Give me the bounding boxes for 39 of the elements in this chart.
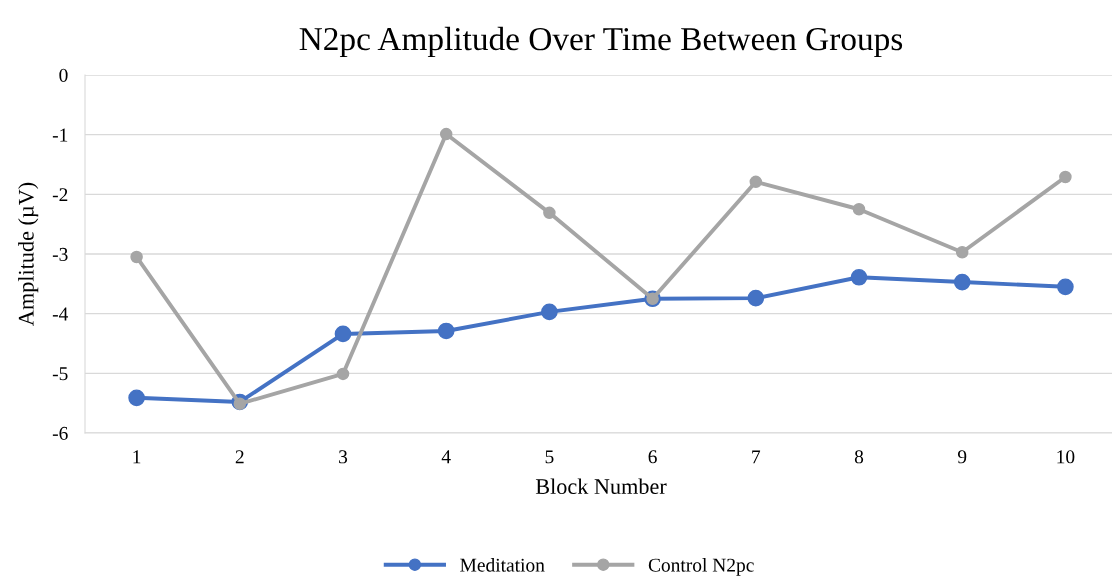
point: [747, 289, 765, 307]
point: [334, 325, 352, 343]
point: [852, 202, 866, 216]
point: [749, 175, 763, 189]
y-tick-label: -5: [52, 367, 68, 381]
y-tick-label: -3: [52, 247, 68, 261]
point: [1057, 278, 1074, 296]
y-axis-title: Amplitude (µV): [18, 182, 39, 326]
x-tick-label: 6: [648, 450, 657, 464]
x-tick-label: 2: [235, 450, 244, 464]
y-tick-label: -1: [52, 128, 68, 142]
x-tick-label: 1: [133, 450, 141, 464]
point: [541, 303, 558, 321]
x-tick-label: 9: [957, 450, 967, 464]
point: [955, 245, 969, 259]
y-tick-label: -4: [52, 307, 69, 321]
y-tick-label: -6: [52, 426, 68, 440]
chart-title: N2pc Amplitude Over Time Between Groups: [299, 26, 903, 58]
x-tick-label: 10: [1057, 450, 1075, 464]
point: [437, 322, 455, 340]
point: [953, 273, 971, 291]
y-tick-label: -2: [52, 188, 68, 202]
point: [543, 206, 556, 220]
x-tick-label: 3: [339, 450, 348, 464]
x-tick-label: 4: [441, 450, 451, 464]
point: [850, 268, 868, 286]
legend-label: Meditation: [460, 558, 545, 572]
point: [336, 367, 350, 381]
x-tick-label: 7: [752, 450, 761, 464]
point: [233, 397, 247, 411]
legend-label: Control N2pc: [648, 558, 754, 576]
x-tick-label: 5: [545, 450, 554, 464]
x-axis-title: Block Number: [535, 478, 667, 495]
y-tick-label: 0: [59, 68, 68, 82]
x-tick-label: 8: [854, 450, 864, 464]
point: [130, 250, 143, 264]
point: [1059, 170, 1072, 184]
point: [128, 389, 145, 407]
point: [439, 127, 453, 141]
